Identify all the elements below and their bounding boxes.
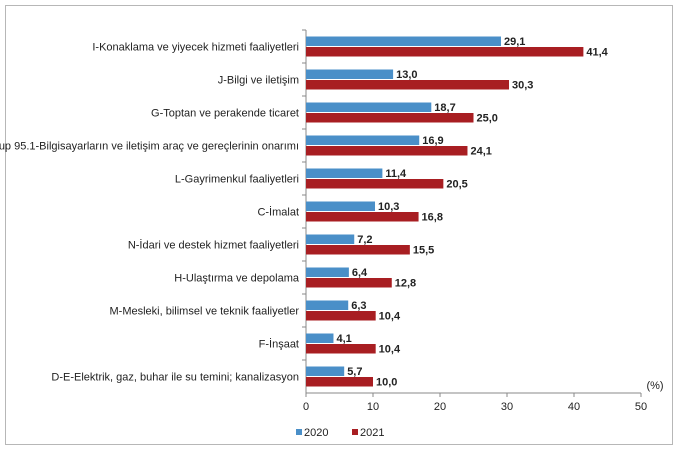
data-label-2020: 11,4 <box>385 168 407 180</box>
bar-2020 <box>306 168 383 178</box>
category-label: Grup 95.1-Bilgisayarların ve iletişim ar… <box>0 141 299 153</box>
bar-2020 <box>306 102 432 112</box>
bar-2020 <box>306 267 349 277</box>
bar-2020 <box>306 36 501 46</box>
data-label-2020: 7,2 <box>357 234 372 246</box>
category-label: J-Bilgi ve iletişim <box>218 75 299 87</box>
x-tick-label: 20 <box>434 401 446 413</box>
x-tick-label: 30 <box>501 401 513 413</box>
legend-swatch-2021 <box>352 429 358 435</box>
bar-2021 <box>306 212 419 222</box>
category-label: F-İnşaat <box>259 338 299 351</box>
data-label-2020: 16,9 <box>422 135 443 147</box>
bar-2020 <box>306 69 394 79</box>
data-label-2021: 20,5 <box>446 179 467 191</box>
x-tick-label: 0 <box>303 401 309 413</box>
category-label: I-Konaklama ve yiyecek hizmeti faaliyetl… <box>92 42 299 54</box>
bar-2020 <box>306 135 420 145</box>
data-label-2020: 4,1 <box>336 333 351 345</box>
bar-2021 <box>306 311 376 321</box>
chart-frame <box>5 5 673 445</box>
category-label: N-İdari ve destek hizmet faaliyetleri <box>128 239 299 252</box>
data-label-2021: 10,4 <box>379 344 401 356</box>
legend-swatch-2020 <box>296 429 302 435</box>
bar-2021 <box>306 278 392 288</box>
bar-2021 <box>306 146 468 156</box>
data-label-2021: 10,4 <box>379 311 401 323</box>
bar-2021 <box>306 179 444 189</box>
legend-label-2020: 2020 <box>304 427 328 439</box>
bar-2020 <box>306 366 345 376</box>
x-tick-label: 50 <box>635 401 647 413</box>
data-label-2021: 30,3 <box>512 80 533 92</box>
category-label: D-E-Elektrik, gaz, buhar ile su temini; … <box>51 372 299 384</box>
data-label-2021: 16,8 <box>422 212 443 224</box>
data-label-2020: 13,0 <box>396 69 417 81</box>
bar-2021 <box>306 377 373 387</box>
x-tick-label: 10 <box>367 401 379 413</box>
bar-2021 <box>306 113 474 123</box>
category-label: H-Ulaştırma ve depolama <box>174 273 300 285</box>
bar-2021 <box>306 80 510 90</box>
category-label: L-Gayrimenkul faaliyetleri <box>175 174 299 186</box>
bar-2020 <box>306 234 355 244</box>
x-tick-label: 40 <box>568 401 580 413</box>
bar-2020 <box>306 300 349 310</box>
data-label-2020: 6,4 <box>352 267 368 279</box>
data-label-2020: 18,7 <box>434 102 455 114</box>
bar-2021 <box>306 245 410 255</box>
bar-2021 <box>306 344 376 354</box>
category-label: M-Mesleki, bilimsel ve teknik faaliyetle… <box>110 306 300 318</box>
data-label-2021: 12,8 <box>395 278 416 290</box>
data-label-2021: 24,1 <box>470 146 491 158</box>
data-label-2020: 29,1 <box>504 36 525 48</box>
category-label: G-Toptan ve perakende ticaret <box>151 108 299 120</box>
data-label-2020: 5,7 <box>347 366 362 378</box>
legend-label-2021: 2021 <box>360 427 384 439</box>
data-label-2021: 15,5 <box>413 245 434 257</box>
data-label-2021: 41,4 <box>586 47 608 59</box>
unit-label: (%) <box>646 380 663 392</box>
data-label-2021: 25,0 <box>477 113 498 125</box>
category-label: C-İmalat <box>257 206 299 219</box>
bar-2021 <box>306 47 584 57</box>
data-label-2020: 10,3 <box>378 201 399 213</box>
bar-2020 <box>306 333 334 343</box>
data-label-2020: 6,3 <box>351 300 366 312</box>
bar-2020 <box>306 201 376 211</box>
data-label-2021: 10,0 <box>376 377 397 389</box>
